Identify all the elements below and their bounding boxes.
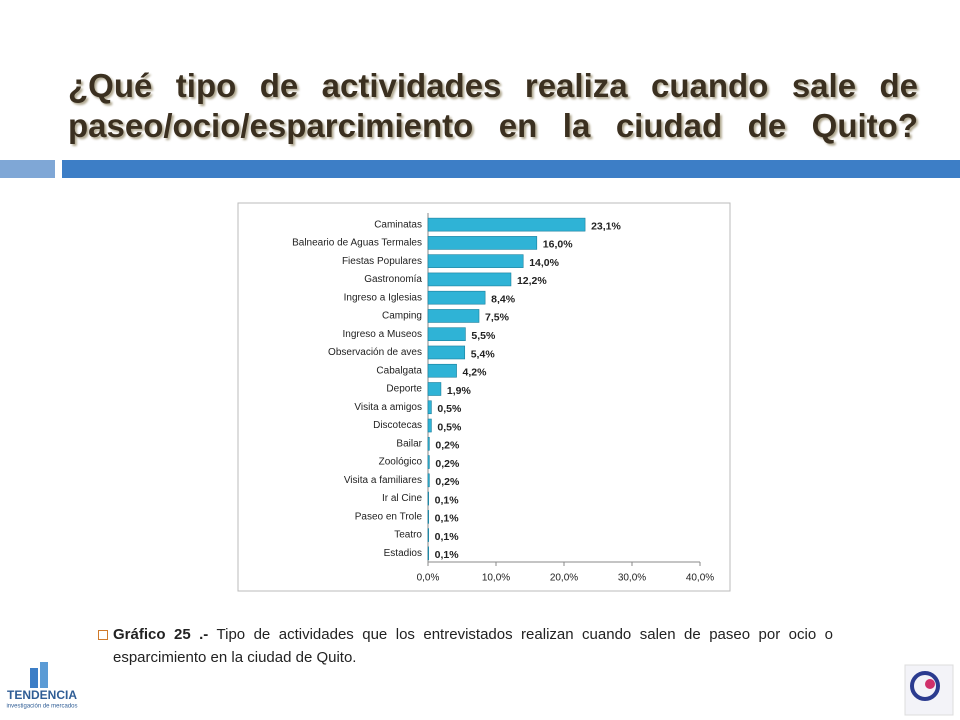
value-label: 0,1% xyxy=(435,549,460,561)
y-tick-label: Teatro xyxy=(394,530,422,541)
bar xyxy=(427,491,429,506)
value-label: 5,4% xyxy=(471,348,496,360)
y-tick-label: Fiestas Populares xyxy=(342,256,422,267)
logo-mark xyxy=(910,671,940,701)
bar xyxy=(427,254,524,268)
caption: Gráfico 25 .- Tipo de actividades que lo… xyxy=(113,623,833,669)
y-tick-label: Camping xyxy=(382,311,422,322)
y-tick-label: Zoológico xyxy=(379,457,423,468)
y-tick-label: Estadios xyxy=(384,548,422,559)
logo-left: TENDENCIA investigación de mercados xyxy=(6,662,78,710)
y-tick-label: Ir al Cine xyxy=(382,493,422,504)
y-tick-label: Observación de aves xyxy=(328,347,422,358)
bar xyxy=(427,363,457,378)
bar xyxy=(427,400,432,415)
caption-text: Tipo de actividades que los entrevistado… xyxy=(113,626,833,666)
value-label: 14,0% xyxy=(529,257,559,269)
caption-label: Gráfico 25 .- xyxy=(113,626,209,643)
y-tick-label: Balneario de Aguas Termales xyxy=(292,238,422,249)
y-tick-label: Visita a amigos xyxy=(354,402,422,413)
bar xyxy=(427,290,486,305)
logo-name: TENDENCIA xyxy=(7,688,77,702)
bar xyxy=(427,455,430,469)
x-tick-label: 40,0% xyxy=(686,573,714,584)
bar xyxy=(427,345,466,360)
x-tick-label: 20,0% xyxy=(550,573,578,584)
value-label: 0,5% xyxy=(437,421,462,433)
x-tick-label: 30,0% xyxy=(618,573,646,584)
value-label: 0,5% xyxy=(437,403,462,415)
x-tick-label: 0,0% xyxy=(417,573,440,584)
logo-right xyxy=(904,664,954,716)
bar xyxy=(427,236,538,250)
logo-block xyxy=(30,668,38,688)
value-label: 0,2% xyxy=(435,440,460,452)
value-label: 5,5% xyxy=(471,330,496,342)
header-band-left xyxy=(0,160,55,178)
bar xyxy=(427,473,430,488)
bar xyxy=(427,382,442,396)
value-label: 16,0% xyxy=(543,239,573,251)
value-label: 0,2% xyxy=(435,458,460,470)
bullet xyxy=(98,630,108,640)
y-tick-label: Bailar xyxy=(396,438,422,449)
value-label: 12,2% xyxy=(517,275,547,287)
value-label: 4,2% xyxy=(463,367,488,379)
logo-block xyxy=(40,662,48,688)
y-tick-label: Cabalgata xyxy=(376,365,422,376)
y-tick-label: Caminatas xyxy=(374,219,422,230)
value-label: 7,5% xyxy=(485,312,510,324)
bar xyxy=(427,418,432,433)
x-tick-label: 10,0% xyxy=(482,573,510,584)
slide-title: ¿Qué tipo de actividades realiza cuando … xyxy=(68,67,918,144)
y-tick-label: Gastronomía xyxy=(364,274,422,285)
value-label: 0,1% xyxy=(435,513,460,525)
y-tick-label: Deporte xyxy=(386,384,422,395)
value-label: 0,1% xyxy=(435,494,460,506)
value-label: 8,4% xyxy=(491,293,516,305)
y-tick-label: Discotecas xyxy=(373,420,422,431)
bar xyxy=(427,546,429,561)
bar xyxy=(427,510,429,524)
value-label: 23,1% xyxy=(591,220,621,232)
bar xyxy=(427,528,429,542)
value-label: 1,9% xyxy=(447,385,472,397)
value-label: 0,1% xyxy=(435,531,460,543)
bar xyxy=(427,217,586,232)
y-tick-label: Paseo en Trole xyxy=(355,511,423,522)
y-tick-label: Ingreso a Iglesias xyxy=(344,292,422,303)
logo-tagline: investigación de mercados xyxy=(6,704,77,710)
bar xyxy=(427,436,430,451)
logo-mark xyxy=(925,679,935,689)
y-tick-label: Ingreso a Museos xyxy=(343,329,423,340)
header-band xyxy=(62,160,960,178)
y-tick-label: Visita a familiares xyxy=(344,475,422,486)
bar xyxy=(427,309,480,323)
value-label: 0,2% xyxy=(435,476,460,488)
bar xyxy=(427,327,466,342)
bar xyxy=(427,272,512,287)
